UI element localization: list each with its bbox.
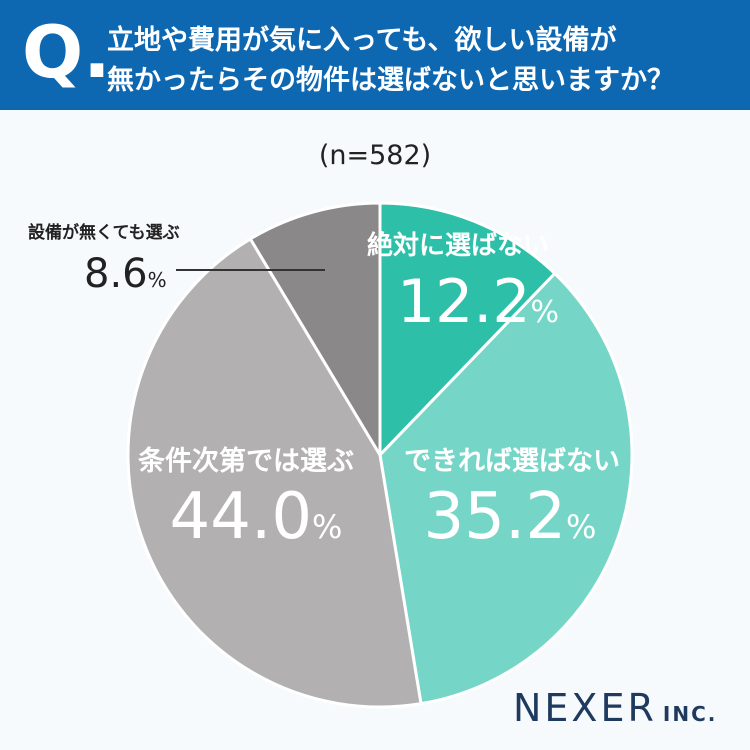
- pie-slice-3: [248, 201, 382, 457]
- slice-value-3: 8.6%: [84, 251, 167, 297]
- pie-slice-0: [378, 201, 557, 457]
- slice-value-1: 35.2%: [424, 480, 597, 554]
- pie-slice-2: [126, 237, 423, 709]
- slice-label-3: 設備が無くても選ぶ: [28, 222, 180, 243]
- question-text-line-1: 立地や費用が気に入っても、欲しい設備が: [107, 25, 617, 56]
- slice-value-2: 44.0%: [170, 480, 343, 554]
- question-header: Q. 立地や費用が気に入っても、欲しい設備が 無かったらその物件は選ばないと思い…: [0, 0, 750, 110]
- brand-name: NEXER: [513, 686, 657, 730]
- brand-suffix: INC.: [662, 702, 718, 726]
- slice-label-1: できれば選ばない: [404, 446, 620, 477]
- question-text-line-2: 無かったらその物件は選ばないと思いますか？: [107, 65, 674, 96]
- question-mark: Q.: [22, 10, 111, 94]
- slice-label-2: 条件次第では選ぶ: [138, 445, 354, 477]
- pie-slice-1: [378, 271, 634, 706]
- sample-size-label: (n=582): [318, 140, 432, 171]
- slice-value-0: 12.2%: [397, 267, 559, 337]
- slice-label-0: 絶対に選ばない: [367, 230, 549, 261]
- brand-logo: NEXER INC.: [513, 686, 717, 730]
